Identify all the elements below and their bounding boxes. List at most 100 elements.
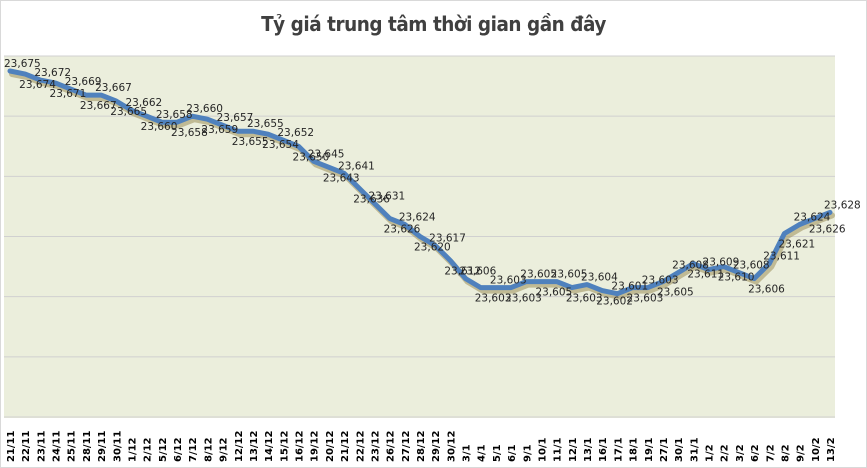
x-tick-label: 9/2 bbox=[796, 444, 807, 462]
data-label: 23,608 bbox=[672, 260, 709, 272]
x-tick-label: 23/12 bbox=[370, 430, 381, 462]
x-axis-labels: 21/11 22/11 23/11 24/11 25/11 28/11 29/11 30/11… bbox=[6, 430, 837, 462]
data-label: 23,612 bbox=[444, 266, 481, 278]
data-label: 23,608 bbox=[733, 260, 770, 272]
x-tick-label: 29/11 bbox=[97, 430, 108, 462]
data-label: 23,610 bbox=[718, 272, 755, 284]
x-tick-label: 25/11 bbox=[67, 430, 78, 462]
x-tick-label: 21/12 bbox=[340, 430, 351, 462]
data-label: 23,636 bbox=[353, 193, 390, 205]
data-label: 23,674 bbox=[19, 79, 56, 91]
data-label: 23,603 bbox=[566, 293, 603, 305]
x-tick-label: 26/12 bbox=[386, 430, 397, 462]
data-label: 23,650 bbox=[293, 151, 330, 163]
data-label: 23,667 bbox=[80, 100, 117, 112]
x-tick-label: 5/12 bbox=[158, 437, 169, 462]
x-tick-label: 7/2 bbox=[765, 444, 776, 462]
data-label: 23,624 bbox=[794, 211, 831, 223]
data-label: 23,603 bbox=[505, 293, 542, 305]
data-label: 23,645 bbox=[308, 148, 345, 160]
data-label: 23,660 bbox=[186, 103, 223, 115]
data-label: 23,605 bbox=[520, 269, 557, 281]
x-tick-label: 30/11 bbox=[112, 430, 123, 462]
x-tick-label: 6/12 bbox=[173, 437, 184, 462]
x-tick-label: 13/12 bbox=[249, 430, 260, 462]
data-label: 23,665 bbox=[110, 106, 147, 118]
data-label: 23,660 bbox=[141, 121, 178, 133]
data-label: 23,626 bbox=[384, 223, 421, 235]
x-tick-label: 17/1 bbox=[613, 437, 624, 462]
data-label: 23,669 bbox=[65, 76, 102, 88]
x-tick-label: 27/1 bbox=[659, 437, 670, 462]
x-tick-label: 5/1 bbox=[492, 444, 503, 462]
x-tick-label: 30/1 bbox=[674, 437, 685, 462]
data-label: 23,624 bbox=[399, 211, 436, 223]
x-tick-label: 2/2 bbox=[720, 444, 731, 462]
x-tick-label: 9/12 bbox=[219, 437, 230, 462]
x-tick-label: 18/1 bbox=[629, 437, 640, 462]
x-tick-label: 12/1 bbox=[568, 437, 579, 462]
data-label: 23,611 bbox=[763, 251, 800, 263]
data-label: 23,609 bbox=[703, 257, 740, 269]
data-label: 23,604 bbox=[581, 272, 618, 284]
x-tick-label: 13/1 bbox=[583, 437, 594, 462]
data-label: 23,655 bbox=[232, 136, 269, 148]
data-label: 23,658 bbox=[171, 127, 208, 139]
x-tick-label: 1/12 bbox=[127, 437, 138, 462]
x-tick-label: 7/12 bbox=[188, 437, 199, 462]
data-label: 23,617 bbox=[429, 233, 466, 245]
data-label: 23,605 bbox=[535, 287, 572, 299]
data-label: 23,652 bbox=[277, 127, 314, 139]
data-label: 23,657 bbox=[217, 112, 254, 124]
x-tick-label: 19/1 bbox=[644, 437, 655, 462]
data-label: 23,671 bbox=[50, 88, 87, 100]
data-label: 23,672 bbox=[34, 67, 71, 79]
data-label: 23,605 bbox=[551, 269, 588, 281]
data-label: 23,675 bbox=[4, 58, 41, 70]
data-label: 23,606 bbox=[748, 284, 785, 296]
x-tick-label: 3/1 bbox=[462, 444, 473, 462]
x-tick-label: 21/11 bbox=[6, 430, 17, 462]
data-label: 23,606 bbox=[460, 266, 497, 278]
data-label: 23,611 bbox=[687, 269, 724, 281]
x-tick-label: 8/2 bbox=[780, 444, 791, 462]
x-tick-label: 27/12 bbox=[401, 430, 412, 462]
x-tick-label: 3/2 bbox=[735, 444, 746, 462]
x-tick-label: 6/2 bbox=[750, 444, 761, 462]
x-tick-label: 1/2 bbox=[705, 444, 716, 462]
data-label: 23,654 bbox=[262, 139, 299, 151]
x-tick-label: 10/2 bbox=[811, 437, 822, 462]
data-label: 23,601 bbox=[611, 281, 648, 293]
data-label: 23,603 bbox=[627, 293, 664, 305]
x-tick-label: 28/11 bbox=[82, 430, 93, 462]
data-label: 23,603 bbox=[642, 275, 679, 287]
x-tick-label: 28/12 bbox=[416, 430, 427, 462]
x-tick-label: 9/1 bbox=[522, 444, 533, 462]
x-tick-label: 22/11 bbox=[21, 430, 32, 462]
data-label: 23,658 bbox=[156, 109, 193, 121]
series-line bbox=[7, 68, 833, 297]
x-tick-label: 14/12 bbox=[264, 430, 275, 462]
x-tick-label: 19/12 bbox=[310, 430, 321, 462]
data-label: 23,667 bbox=[95, 82, 132, 94]
data-label: 23,621 bbox=[778, 238, 815, 250]
data-label: 23,605 bbox=[657, 287, 694, 299]
x-tick-label: 29/12 bbox=[431, 430, 442, 462]
x-tick-label: 4/1 bbox=[477, 444, 488, 462]
x-tick-label: 11/1 bbox=[553, 437, 564, 462]
data-label: 23,626 bbox=[809, 223, 846, 235]
x-tick-label: 2/12 bbox=[143, 437, 154, 462]
data-label: 23,659 bbox=[201, 124, 238, 136]
x-tick-label: 16/1 bbox=[598, 437, 609, 462]
x-tick-label: 13/2 bbox=[826, 437, 837, 462]
x-tick-label: 24/11 bbox=[52, 430, 63, 462]
data-labels: 23,67523,67423,67223,67123,66923,66723,6… bbox=[4, 58, 861, 308]
chart-title: Tỷ giá trung tâm thời gian gần đây bbox=[261, 12, 606, 36]
x-tick-label: 12/12 bbox=[234, 430, 245, 462]
x-tick-label: 6/1 bbox=[507, 444, 518, 462]
data-label: 23,655 bbox=[247, 118, 284, 130]
x-tick-label: 20/12 bbox=[325, 430, 336, 462]
data-label: 23,602 bbox=[596, 296, 633, 308]
x-tick-label: 15/12 bbox=[279, 430, 290, 462]
